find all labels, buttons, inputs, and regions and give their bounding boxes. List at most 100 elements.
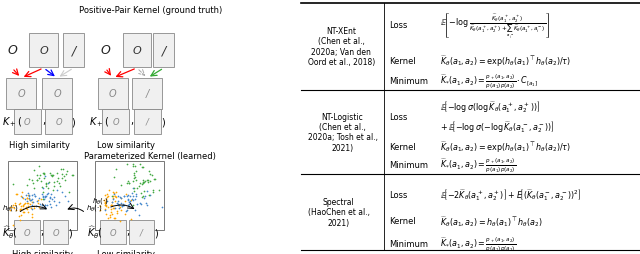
Point <box>138 180 148 184</box>
Text: O: O <box>17 89 25 99</box>
Point <box>17 210 28 214</box>
Point <box>17 204 28 208</box>
Point <box>61 172 71 176</box>
Point <box>39 172 49 177</box>
Point <box>109 206 119 210</box>
Text: $)$: $)$ <box>161 116 166 128</box>
Point <box>29 194 40 198</box>
Point <box>43 187 53 191</box>
Point <box>105 215 115 219</box>
Text: $\widehat{K}_{*}(a_1,a_2) = \frac{p_+(a_1,a_2)}{p(a_1)p(a_2)}\cdot C_{[a_1]}$: $\widehat{K}_{*}(a_1,a_2) = \frac{p_+(a_… <box>440 72 538 90</box>
Point <box>8 206 19 210</box>
Text: $)$: $)$ <box>154 226 159 239</box>
Point <box>135 182 145 186</box>
Text: $,$: $,$ <box>126 227 130 237</box>
Point <box>57 191 67 195</box>
Point <box>38 190 48 194</box>
Point <box>109 175 120 179</box>
Bar <box>129 220 154 244</box>
Point <box>28 181 38 185</box>
Text: High similarity: High similarity <box>8 140 70 149</box>
Point <box>20 206 31 210</box>
Point <box>16 207 26 211</box>
Bar <box>123 34 151 67</box>
Point <box>138 194 148 198</box>
Point <box>27 193 37 197</box>
Point <box>109 216 120 220</box>
Point <box>122 209 132 213</box>
Point <box>8 182 18 186</box>
Point <box>129 177 139 181</box>
Point <box>26 198 36 202</box>
Point <box>5 209 15 213</box>
Point <box>120 199 130 203</box>
Point <box>124 181 134 185</box>
Text: Loss: Loss <box>389 190 408 199</box>
Point <box>18 197 28 201</box>
Point <box>15 208 25 212</box>
Point <box>113 203 124 208</box>
Point <box>14 202 24 207</box>
Point <box>108 197 118 201</box>
Text: O: O <box>109 89 116 99</box>
Point <box>46 173 56 177</box>
Point <box>45 196 55 200</box>
Text: O: O <box>100 44 110 57</box>
Point <box>107 200 117 204</box>
Point <box>148 190 158 195</box>
Point <box>118 203 129 207</box>
Point <box>108 190 118 194</box>
Point <box>26 202 36 206</box>
Point <box>100 213 111 217</box>
Point <box>63 199 74 203</box>
Point <box>49 199 60 203</box>
Point <box>52 172 62 176</box>
Point <box>129 164 139 168</box>
Point <box>106 207 116 211</box>
Point <box>55 185 65 189</box>
Point <box>144 193 154 197</box>
Point <box>130 175 140 179</box>
Point <box>113 194 123 198</box>
Point <box>107 200 117 204</box>
Point <box>36 197 47 201</box>
Point <box>16 213 26 217</box>
Point <box>14 214 24 218</box>
Point <box>135 162 145 166</box>
Point <box>64 190 74 194</box>
Point <box>38 186 48 190</box>
Text: NT-XEnt
(Chen et al.,
2020a; Van den
Oord et al., 2018): NT-XEnt (Chen et al., 2020a; Van den Oor… <box>308 27 375 67</box>
Point <box>19 202 29 206</box>
Point <box>18 203 28 207</box>
Point <box>28 200 38 204</box>
Point <box>123 193 133 197</box>
Point <box>124 182 134 186</box>
Point <box>100 208 110 212</box>
Point <box>25 198 35 202</box>
Point <box>129 186 140 190</box>
Text: High similarity: High similarity <box>12 249 72 254</box>
Point <box>154 188 164 192</box>
Point <box>138 178 148 182</box>
Point <box>112 209 122 213</box>
Bar <box>45 109 72 135</box>
Point <box>24 197 34 201</box>
Point <box>40 206 51 210</box>
Text: $\widehat{K}_{\theta}($: $\widehat{K}_{\theta}($ <box>87 224 103 241</box>
Point <box>145 193 156 197</box>
Text: NT-Logistic
(Chen et al.,
2020a; Tosh et al.,
2021): NT-Logistic (Chen et al., 2020a; Tosh et… <box>308 112 378 152</box>
Point <box>107 195 117 199</box>
Bar <box>8 161 77 230</box>
Text: $\mathbb{E}\!\left[-2\widehat{K}_{\theta}(a_1^+,a_2^+)\right]+E\!\left[(\widehat: $\mathbb{E}\!\left[-2\widehat{K}_{\theta… <box>440 187 581 202</box>
Point <box>127 197 137 201</box>
Point <box>38 195 48 199</box>
Text: O: O <box>7 44 17 57</box>
Point <box>120 212 131 216</box>
Point <box>106 203 116 207</box>
Point <box>109 193 119 197</box>
Point <box>32 173 42 178</box>
Point <box>34 205 44 209</box>
Point <box>57 176 67 180</box>
Point <box>111 201 122 205</box>
Point <box>131 192 141 196</box>
